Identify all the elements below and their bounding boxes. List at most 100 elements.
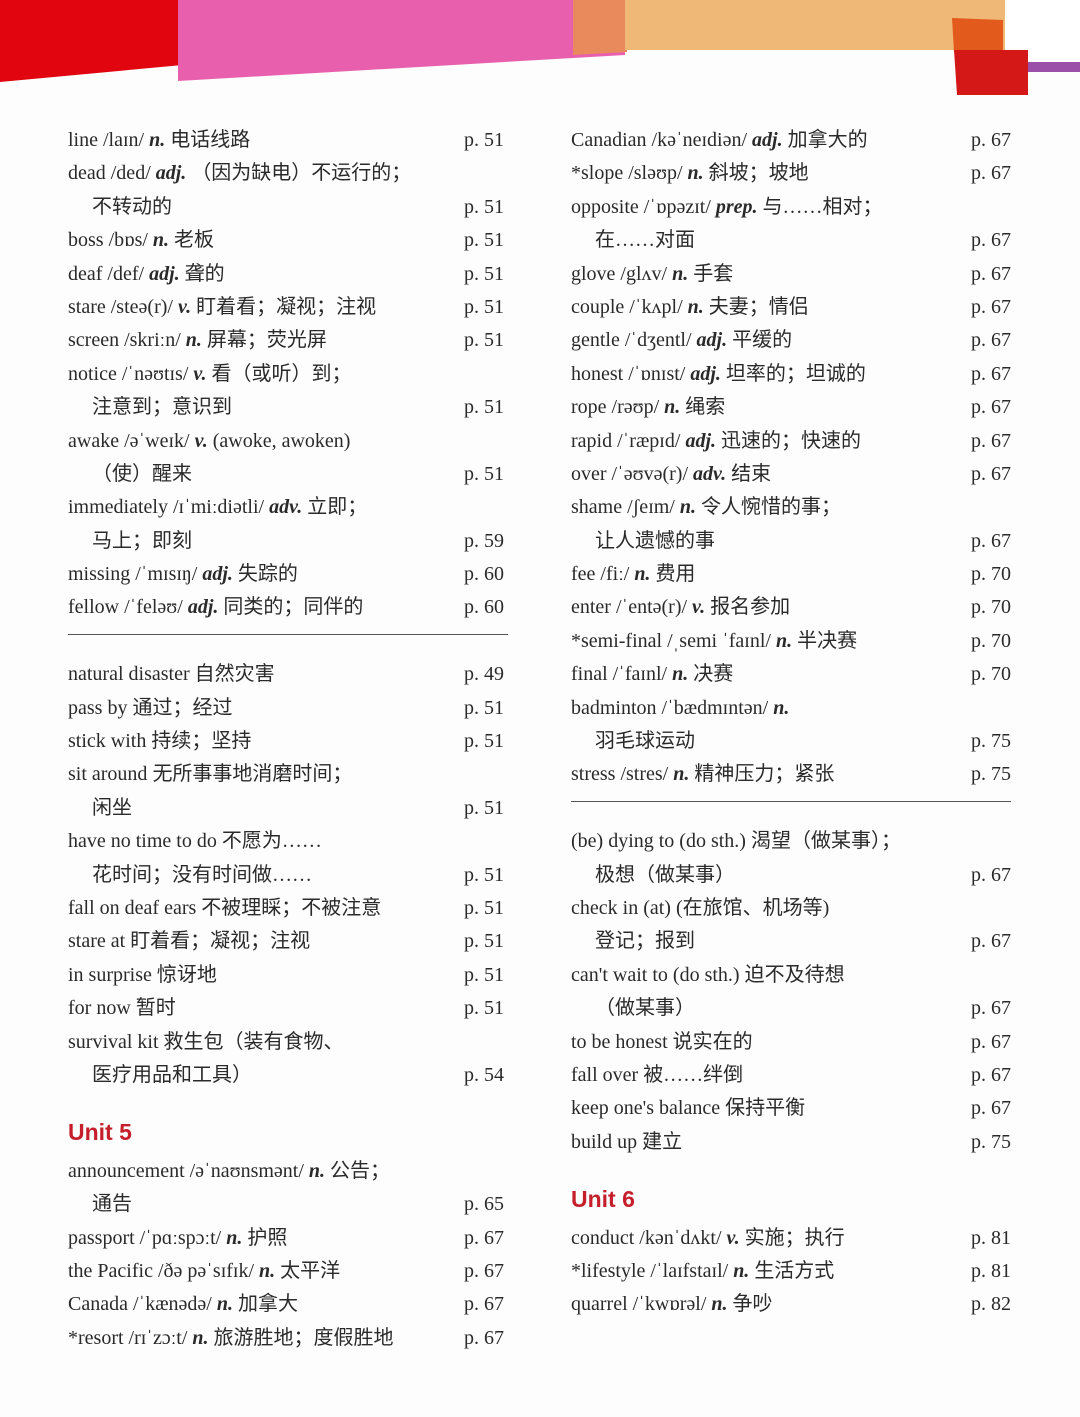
entry-continuation-line: 极想（做某事） p. 67 <box>571 859 1011 892</box>
part-of-speech: n. <box>152 229 170 252</box>
definition: 与……相对； <box>762 195 883 218</box>
entry-text: opposite /ˈɒpəzɪt/ prep. 与……相对； <box>571 191 883 224</box>
definition: 屏幕；荧光屏 <box>206 329 327 352</box>
page-reference: p. 65 <box>464 1193 504 1216</box>
headword: *slope /sləʊp/ <box>571 162 683 185</box>
entry-text: couple /ˈkʌpl/ n. 夫妻；情侣 <box>571 291 809 324</box>
part-of-speech: n. <box>775 629 793 652</box>
entry-text: 闲坐 <box>92 792 132 825</box>
part-of-speech: n. <box>259 1260 276 1283</box>
entry-text: *slope /sləʊp/ n. 斜坡；坡地 <box>571 157 809 190</box>
definition: 暂时 <box>135 997 176 1020</box>
section-divider <box>68 625 508 658</box>
page-reference: p. 59 <box>464 529 504 552</box>
headword: can't wait to (do sth.) <box>571 963 740 986</box>
vocabulary-entry: stare at 盯着看；凝视；注视 p. 51 <box>68 925 508 958</box>
definition: 保持平衡 <box>725 1097 806 1120</box>
page-reference: p. 60 <box>464 596 504 619</box>
entry-continuation-line: 通告 p. 65 <box>68 1188 508 1221</box>
vocabulary-entry: *semi-final /ˌsemi ˈfaɪnl/ n. 半决赛 p. 70 <box>571 625 1011 658</box>
part-of-speech: n. <box>664 396 681 419</box>
entry-text: boss /bɒs/ n. 老板 <box>68 224 214 257</box>
headword: pass by <box>68 696 128 719</box>
vocabulary-entry: have no time to do 不愿为…… <box>68 825 508 858</box>
headword: deaf /def/ <box>68 262 145 285</box>
headword: rope /rəʊp/ <box>571 396 660 419</box>
entry-text: quarrel /ˈkwɒrəl/ n. 争吵 <box>571 1288 773 1321</box>
part-of-speech: n. <box>687 162 704 185</box>
entry-text: keep one's balance 保持平衡 <box>571 1092 805 1125</box>
definition: 立即； <box>307 496 368 519</box>
definition: 手套 <box>693 262 734 285</box>
part-of-speech: prep. <box>715 195 758 218</box>
banner-orange-shape <box>573 0 627 55</box>
entry-text: pass by 通过；经过 <box>68 692 232 725</box>
definition: 医疗用品和工具） <box>92 1063 252 1086</box>
part-of-speech: adj. <box>155 162 187 185</box>
entry-text: 医疗用品和工具） <box>92 1059 252 1092</box>
entry-continuation-line: 注意到；意识到 p. 51 <box>68 391 508 424</box>
part-of-speech: adj. <box>696 329 728 352</box>
entry-text: conduct /kənˈdʌkt/ v. 实施；执行 <box>571 1222 845 1255</box>
vocabulary-entry: (be) dying to (do sth.) 渴望（做某事）； <box>571 825 1011 858</box>
entry-text: *semi-final /ˌsemi ˈfaɪnl/ n. 半决赛 <box>571 625 857 658</box>
headword: build up <box>571 1130 638 1153</box>
definition: 旅游胜地；度假胜地 <box>213 1326 394 1349</box>
page-reference: p. 51 <box>464 329 504 352</box>
definition: 老板 <box>174 229 215 252</box>
vocabulary-entry: stick with 持续；坚持 p. 51 <box>68 725 508 758</box>
vocabulary-entry: the Pacific /ðə pəˈsɪfɪk/ n. 太平洋 p. 67 <box>68 1255 508 1288</box>
vocabulary-entry: quarrel /ˈkwɒrəl/ n. 争吵 p. 82 <box>571 1288 1011 1321</box>
vocabulary-entry: rapid /ˈræpɪd/ adj. 迅速的；快速的 p. 67 <box>571 425 1011 458</box>
headword: fall over <box>571 1063 639 1086</box>
definition: 盯着看；凝视；注视 <box>196 295 377 318</box>
vocabulary-entry: pass by 通过；经过 p. 51 <box>68 692 508 725</box>
entry-text: stick with 持续；坚持 <box>68 725 251 758</box>
banner-orange-block <box>952 18 1003 52</box>
part-of-speech: n. <box>672 262 689 285</box>
entry-text: badminton /ˈbædmɪntən/ n. <box>571 692 789 725</box>
page-reference: p. 81 <box>971 1260 1011 1283</box>
vocabulary-entry: for now 暂时 p. 51 <box>68 992 508 1025</box>
headword: dead /ded/ <box>68 162 151 185</box>
banner-tan-shape <box>625 0 1005 50</box>
entry-text: fall over 被……绊倒 <box>571 1059 743 1092</box>
vocabulary-entry: *lifestyle /ˈlaɪfstaɪl/ n. 生活方式 p. 81 <box>571 1255 1011 1288</box>
page-reference: p. 51 <box>464 462 504 485</box>
page-reference: p. 75 <box>971 763 1011 786</box>
headword: screen /skriːn/ <box>68 329 181 352</box>
entry-text: gentle /ˈdʒentl/ adj. 平缓的 <box>571 324 792 357</box>
headword: quarrel /ˈkwɒrəl/ <box>571 1293 707 1316</box>
page-reference: p. 51 <box>464 262 504 285</box>
entry-text: stress /stres/ n. 精神压力；紧张 <box>571 758 834 791</box>
definition: （因为缺电）不运行的； <box>191 162 412 185</box>
entry-text: 让人遗憾的事 <box>595 525 715 558</box>
page-reference: p. 54 <box>464 1063 504 1086</box>
definition: 不转动的 <box>92 195 172 218</box>
entry-text: 羽毛球运动 <box>595 725 695 758</box>
page-reference: p. 67 <box>971 396 1011 419</box>
headword: boss /bɒs/ <box>68 229 148 252</box>
part-of-speech: n. <box>687 295 704 318</box>
part-of-speech: v. <box>692 596 706 619</box>
part-of-speech: v. <box>193 362 207 385</box>
entry-text: passport /ˈpɑːspɔːt/ n. 护照 <box>68 1222 287 1255</box>
definition: （做某事） <box>595 997 695 1020</box>
entry-text: fellow /ˈfeləʊ/ adj. 同类的；同伴的 <box>68 591 363 624</box>
headword: notice /ˈnəʊtɪs/ <box>68 362 189 385</box>
vocabulary-entry: final /ˈfaɪnl/ n. 决赛 p. 70 <box>571 658 1011 691</box>
entry-continuation-line: 马上；即刻 p. 59 <box>68 525 508 558</box>
page-reference: p. 67 <box>971 529 1011 552</box>
banner-red-shape <box>0 0 215 82</box>
entry-text: can't wait to (do sth.) 迫不及待想 <box>571 959 845 992</box>
part-of-speech: n. <box>679 496 696 519</box>
page-reference: p. 67 <box>464 1293 504 1316</box>
headword: over /ˈəʊvə(r)/ <box>571 462 689 485</box>
entry-text: to be honest 说实在的 <box>571 1026 753 1059</box>
page-reference: p. 51 <box>464 195 504 218</box>
part-of-speech: adv. <box>269 496 303 519</box>
unit-heading: Unit 6 <box>571 1159 1011 1222</box>
vocabulary-entry: fall over 被……绊倒 p. 67 <box>571 1059 1011 1092</box>
vocabulary-entry: natural disaster 自然灾害 p. 49 <box>68 658 508 691</box>
part-of-speech: adv. <box>693 462 727 485</box>
